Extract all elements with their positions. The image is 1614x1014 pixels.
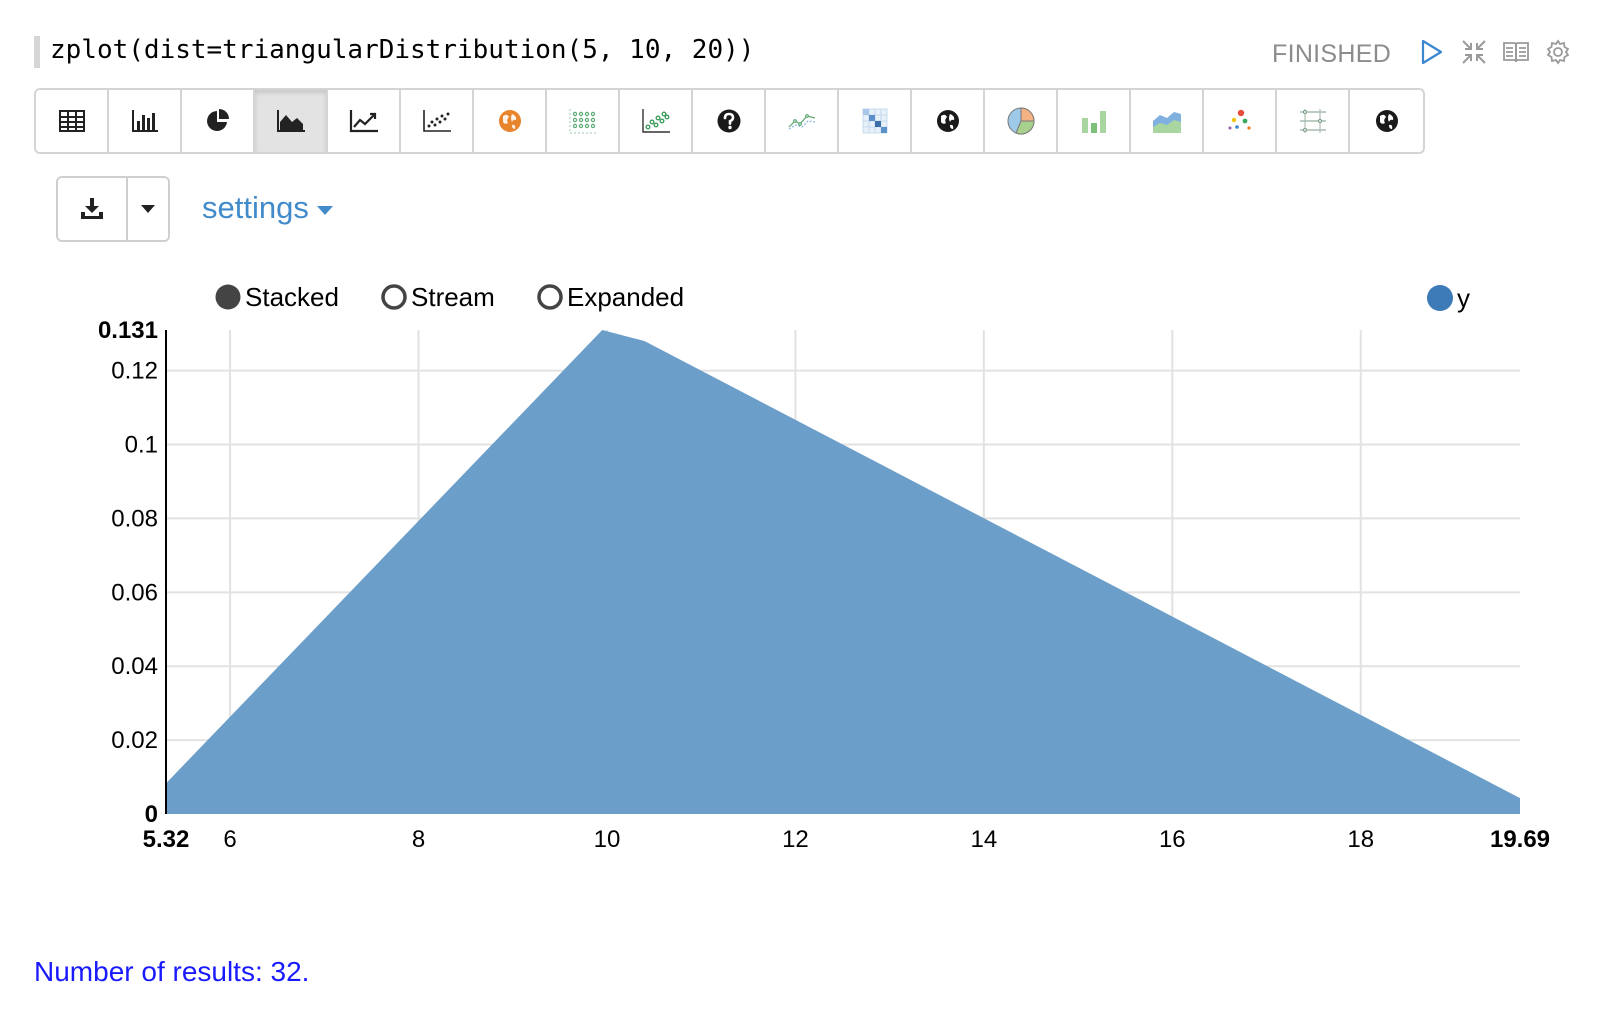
pie-chart-icon [206, 109, 229, 131]
heatmap-icon [862, 108, 887, 134]
pie-color-icon [1007, 107, 1035, 135]
globe-icon [936, 110, 959, 132]
download-icon [81, 198, 103, 219]
heatmap-button[interactable] [839, 90, 912, 152]
gear-icon[interactable] [1544, 38, 1572, 66]
area-chart: 6 8 10 12 14 16 18 0.02 0.04 0.06 0.08 0.1 0.12 5.32 1… [98, 282, 1550, 853]
area-color-icon [1152, 112, 1181, 133]
chevron-down-icon [141, 205, 155, 213]
line-green-icon [788, 114, 815, 130]
bubble-button[interactable] [1204, 90, 1277, 152]
pie-chart-button[interactable] [182, 90, 255, 152]
pie-color-button[interactable] [985, 90, 1058, 152]
x-axis-max-label: 19.69 [1490, 826, 1550, 853]
visualization-toolbar [34, 88, 1425, 154]
legend-label: y [1457, 283, 1470, 313]
y-tick-label: 0.02 [111, 727, 158, 754]
y-tick-label: 0.04 [111, 653, 158, 680]
line-chart-icon [349, 110, 378, 133]
scatter-chart-button[interactable] [401, 90, 474, 152]
question-button[interactable] [693, 90, 766, 152]
parallel-coords-button[interactable] [1277, 90, 1350, 152]
bar-green-icon [1081, 111, 1106, 133]
chart-mode-expanded[interactable]: Expanded [537, 282, 684, 312]
y-tick-label: 0.12 [111, 358, 158, 385]
legend-item-y[interactable]: y [1427, 283, 1470, 313]
bar-chart-button[interactable] [109, 90, 182, 152]
y-tick-label: 0.06 [111, 579, 158, 606]
paragraph-indicator-bar [34, 36, 40, 68]
bar-chart-icon [131, 110, 158, 132]
chart-mode-label: Stream [411, 282, 495, 312]
download-dropdown-toggle[interactable] [126, 178, 168, 240]
download-button-group [56, 176, 170, 242]
y-tick-label: 0.08 [111, 505, 158, 532]
x-tick-label: 8 [412, 826, 425, 853]
parallel-coords-icon [1299, 109, 1326, 133]
chart-mode-stacked[interactable]: Stacked [215, 282, 339, 312]
settings-toggle[interactable]: settings [202, 190, 333, 226]
settings-label: settings [202, 190, 309, 225]
run-icon[interactable] [1418, 38, 1446, 66]
bubble-icon [1228, 109, 1251, 130]
scatter-chart-icon [422, 110, 451, 132]
legend-swatch-icon [1427, 285, 1453, 311]
results-count: Number of results: 32. [34, 956, 310, 987]
dot-grid-icon [569, 109, 596, 134]
x-tick-label: 12 [782, 826, 809, 853]
table-icon [58, 110, 85, 132]
area-chart-icon [276, 110, 305, 132]
book-icon[interactable] [1502, 38, 1530, 66]
radio-selected-icon [215, 284, 241, 310]
x-tick-label: 16 [1159, 826, 1186, 853]
scatter-green-button[interactable] [620, 90, 693, 152]
settings-caret-icon [316, 205, 333, 215]
globe-orange-icon [498, 110, 521, 132]
area-color-button[interactable] [1131, 90, 1204, 152]
area-chart-button[interactable] [255, 90, 328, 152]
line-green-button[interactable] [766, 90, 839, 152]
x-tick-label: 14 [971, 826, 998, 853]
bar-green-button[interactable] [1058, 90, 1131, 152]
globe-button[interactable] [912, 90, 985, 152]
table-button[interactable] [36, 90, 109, 152]
chart-mode-label: Stacked [245, 282, 339, 312]
x-tick-label: 6 [223, 826, 236, 853]
radio-unselected-icon [537, 284, 563, 310]
radio-unselected-icon [381, 284, 407, 310]
y-tick-label: 0.1 [125, 432, 158, 459]
scatter-green-icon [641, 109, 670, 133]
paragraph-controls [1418, 38, 1572, 66]
collapse-icon[interactable] [1460, 38, 1488, 66]
area-series-y [166, 330, 1520, 814]
code-editor[interactable]: zplot(dist=triangularDistribution(5, 10,… [50, 35, 755, 65]
x-tick-label: 10 [594, 826, 621, 853]
line-chart-button[interactable] [328, 90, 401, 152]
question-icon [717, 109, 740, 133]
x-axis-min-label: 5.32 [143, 826, 190, 853]
x-tick-label: 18 [1347, 826, 1374, 853]
download-button[interactable] [58, 178, 126, 240]
globe-dark-button[interactable] [1350, 90, 1423, 152]
chart-mode-stream[interactable]: Stream [381, 282, 495, 312]
dot-grid-button[interactable] [547, 90, 620, 152]
globe-dark-icon [1375, 110, 1398, 132]
globe-orange-button[interactable] [474, 90, 547, 152]
y-axis-min-label: 0 [145, 801, 158, 828]
chart-mode-label: Expanded [567, 282, 684, 312]
paragraph-status: FINISHED [1272, 40, 1392, 68]
y-axis-max-label: 0.131 [98, 317, 158, 344]
